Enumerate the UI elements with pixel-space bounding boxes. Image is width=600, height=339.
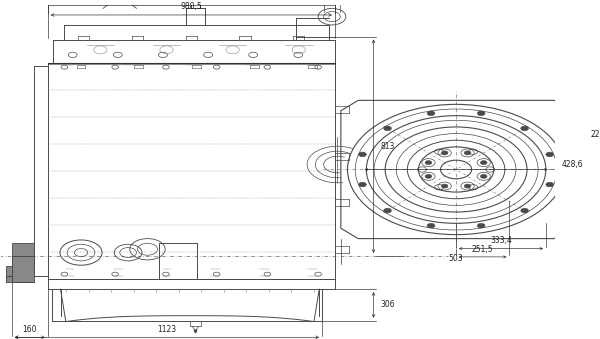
Circle shape [546, 152, 554, 157]
Circle shape [481, 174, 487, 178]
Circle shape [464, 151, 471, 155]
Circle shape [383, 126, 391, 131]
Text: 306: 306 [380, 300, 395, 310]
Circle shape [425, 174, 432, 178]
Circle shape [521, 126, 529, 131]
Circle shape [464, 184, 471, 188]
Circle shape [383, 208, 391, 213]
Text: 1123: 1123 [157, 325, 176, 334]
Circle shape [478, 223, 485, 228]
Circle shape [478, 111, 485, 116]
Text: 428,6: 428,6 [562, 160, 583, 169]
Circle shape [481, 161, 487, 165]
Text: 225: 225 [591, 131, 600, 139]
Circle shape [427, 111, 435, 116]
Circle shape [546, 182, 554, 187]
Circle shape [359, 182, 367, 187]
Circle shape [427, 223, 435, 228]
Text: 160: 160 [23, 325, 37, 334]
Text: 980,5: 980,5 [181, 2, 202, 11]
Text: 333,4: 333,4 [490, 236, 512, 245]
Text: 813: 813 [380, 142, 395, 151]
Circle shape [425, 161, 432, 165]
Text: 251,5: 251,5 [472, 244, 493, 254]
Circle shape [521, 208, 529, 213]
Circle shape [359, 152, 367, 157]
Text: 503: 503 [449, 254, 463, 262]
Circle shape [442, 151, 448, 155]
Circle shape [442, 184, 448, 188]
Polygon shape [6, 243, 34, 282]
